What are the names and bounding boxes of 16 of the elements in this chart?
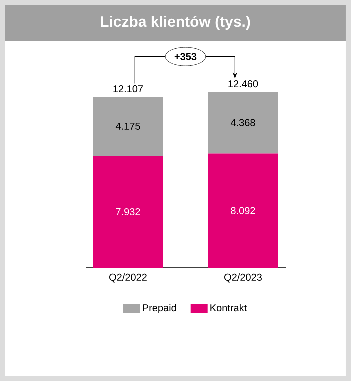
x-tick-label: Q2/2022 bbox=[110, 274, 147, 283]
total-label: 12.107 bbox=[114, 86, 144, 93]
x-tick-label: Q2/2023 bbox=[224, 274, 262, 283]
chart-title: Liczba klientów (tys.) bbox=[101, 16, 250, 30]
text: +353 bbox=[174, 53, 197, 60]
bar bbox=[208, 92, 278, 154]
legend-label: Prepaid bbox=[143, 304, 176, 314]
data-label: 8.092 bbox=[231, 207, 256, 214]
legend-label: Kontrakt bbox=[210, 304, 248, 312]
bar bbox=[93, 96, 164, 156]
total-label: 12.460 bbox=[228, 80, 258, 88]
bar bbox=[93, 156, 164, 268]
data-label: 4.175 bbox=[116, 122, 140, 130]
bar bbox=[208, 154, 278, 268]
data-label: 7.932 bbox=[116, 208, 140, 216]
data-label: 4.368 bbox=[230, 119, 256, 126]
